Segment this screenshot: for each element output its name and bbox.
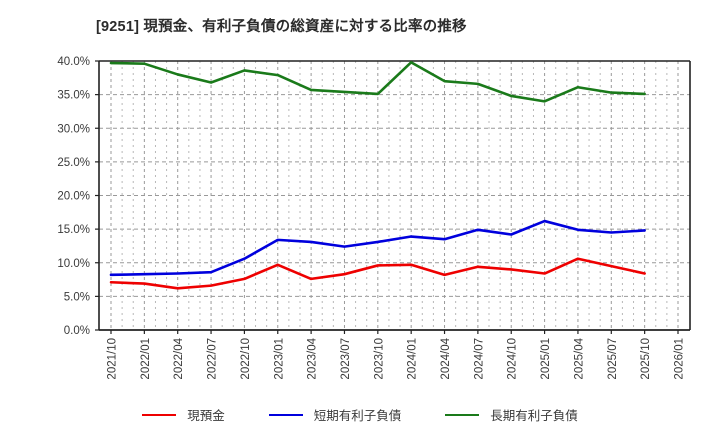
x-axis-tick-label: 2025/10 — [640, 338, 652, 380]
series-line-2 — [109, 219, 646, 277]
y-axis-tick-label: 5.0% — [64, 291, 90, 303]
x-axis-ticks: 2021/10 2022/01 2022/04 2022/07 2022/10 2023/… — [107, 330, 686, 380]
legend-label: 長期有利子負債 — [490, 409, 578, 423]
y-axis-tick-label: 35.0% — [57, 90, 90, 102]
x-axis-tick-label: 2022/10 — [240, 338, 252, 380]
x-axis-tick-label: 2024/04 — [440, 337, 452, 379]
y-axis-tick-label: 0.0% — [64, 325, 90, 337]
chart-plot-area: 0.0% 5.0% 10.0% 15.0% 20.0% 25.0% 30.0% 35.0% 40… — [57, 56, 691, 380]
series-line-1 — [109, 257, 646, 290]
x-axis-tick-label: 2023/07 — [340, 338, 352, 380]
x-axis-tick-label: 2023/10 — [373, 338, 385, 380]
x-axis-tick-label: 2021/10 — [107, 338, 119, 380]
plot-border — [98, 60, 691, 331]
y-axis-tick-label: 30.0% — [57, 123, 90, 135]
y-axis-tick-label: 25.0% — [57, 157, 90, 169]
legend-item-2[interactable]: 短期有利子負債 — [268, 405, 402, 424]
x-axis-tick-label: 2022/07 — [207, 338, 219, 380]
x-axis-tick-label: 2022/04 — [173, 337, 185, 379]
x-axis-tick-label: 2023/04 — [307, 337, 319, 379]
legend-item-1[interactable]: 現預金 — [142, 405, 225, 424]
y-axis-tick-label: 40.0% — [57, 56, 90, 68]
grid-lines — [99, 60, 690, 330]
y-axis-ticks: 0.0% 5.0% 10.0% 15.0% 20.0% 25.0% 30.0% 35.0% 40… — [57, 56, 99, 337]
x-axis-tick-label: 2024/10 — [507, 338, 519, 380]
chart-title: [9251] 現預金、有利子負債の総資産に対する比率の推移 — [96, 19, 467, 35]
series-line-3 — [109, 61, 646, 103]
y-axis-tick-label: 20.0% — [57, 191, 90, 203]
legend-color-swatch — [445, 413, 480, 416]
y-axis-tick-label: 10.0% — [57, 258, 90, 270]
x-axis-tick-label: 2024/01 — [407, 338, 419, 380]
x-axis-tick-label: 2025/07 — [607, 338, 619, 380]
x-axis-tick-label: 2023/01 — [273, 338, 285, 380]
legend-color-swatch — [142, 413, 177, 416]
x-axis-tick-label: 2024/07 — [473, 338, 485, 380]
x-axis-tick-label: 2025/04 — [573, 337, 585, 379]
x-axis-tick-label: 2022/01 — [140, 338, 152, 380]
data-series-lines — [109, 61, 646, 290]
legend-item-3[interactable]: 長期有利子負債 — [445, 405, 578, 424]
y-axis-tick-label: 15.0% — [57, 224, 90, 236]
chart-legend: 現預金 短期有利子負債 長期有利子負債 — [0, 405, 720, 424]
legend-label: 短期有利子負債 — [313, 409, 402, 423]
legend-color-swatch — [268, 413, 303, 416]
x-axis-tick-label: 2025/01 — [540, 338, 552, 380]
x-axis-tick-label: 2026/01 — [674, 338, 686, 380]
legend-label: 現預金 — [187, 409, 225, 423]
